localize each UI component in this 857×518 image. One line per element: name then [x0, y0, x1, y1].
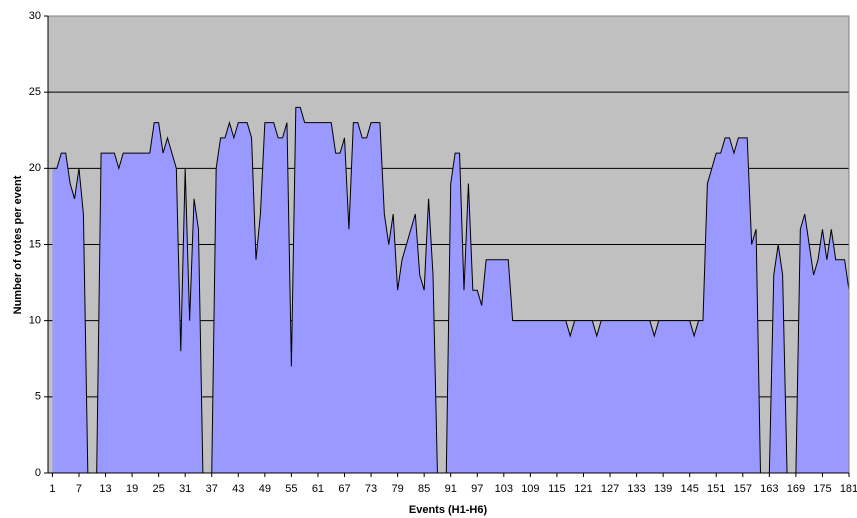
x-tick-label: 43	[232, 483, 244, 495]
y-tick-label: 0	[35, 467, 41, 479]
y-tick-label: 15	[29, 238, 41, 250]
x-tick-label: 19	[126, 483, 138, 495]
x-tick-label: 133	[627, 483, 645, 495]
x-tick-label: 25	[153, 483, 165, 495]
x-tick-label: 37	[206, 483, 218, 495]
x-tick-label: 109	[521, 483, 539, 495]
x-tick-label: 91	[445, 483, 457, 495]
x-tick-label: 97	[471, 483, 483, 495]
x-tick-label: 103	[495, 483, 513, 495]
y-tick-label: 10	[29, 315, 41, 327]
x-tick-label: 73	[365, 483, 377, 495]
y-axis-label: Number of votes per event	[12, 175, 24, 314]
x-tick-label: 151	[707, 483, 725, 495]
y-tick-label: 5	[35, 391, 41, 403]
x-tick-label: 139	[654, 483, 672, 495]
x-tick-label: 55	[285, 483, 297, 495]
x-tick-label: 1	[49, 483, 55, 495]
x-tick-label: 181	[840, 483, 857, 495]
x-tick-label: 7	[76, 483, 82, 495]
x-tick-label: 169	[787, 483, 805, 495]
x-tick-label: 49	[259, 483, 271, 495]
x-tick-label: 175	[813, 483, 831, 495]
y-tick-label: 25	[29, 86, 41, 98]
y-tick-label: 20	[29, 162, 41, 174]
x-tick-label: 31	[179, 483, 191, 495]
x-tick-label: 157	[734, 483, 752, 495]
y-tick-label: 30	[29, 10, 41, 22]
x-axis-label: Events (H1-H6)	[409, 504, 488, 516]
x-tick-label: 121	[574, 483, 592, 495]
x-tick-label: 115	[548, 483, 566, 495]
x-tick-label: 67	[338, 483, 350, 495]
x-tick-label: 163	[760, 483, 778, 495]
area	[52, 107, 849, 474]
line	[52, 106, 850, 474]
x-tick-label: 145	[681, 483, 699, 495]
x-tick-label: 127	[601, 483, 619, 495]
x-tick-label: 85	[418, 483, 430, 495]
x-tick-label: 79	[391, 483, 403, 495]
x-tick-label: 13	[99, 483, 111, 495]
x-tick-label: 61	[312, 483, 324, 495]
